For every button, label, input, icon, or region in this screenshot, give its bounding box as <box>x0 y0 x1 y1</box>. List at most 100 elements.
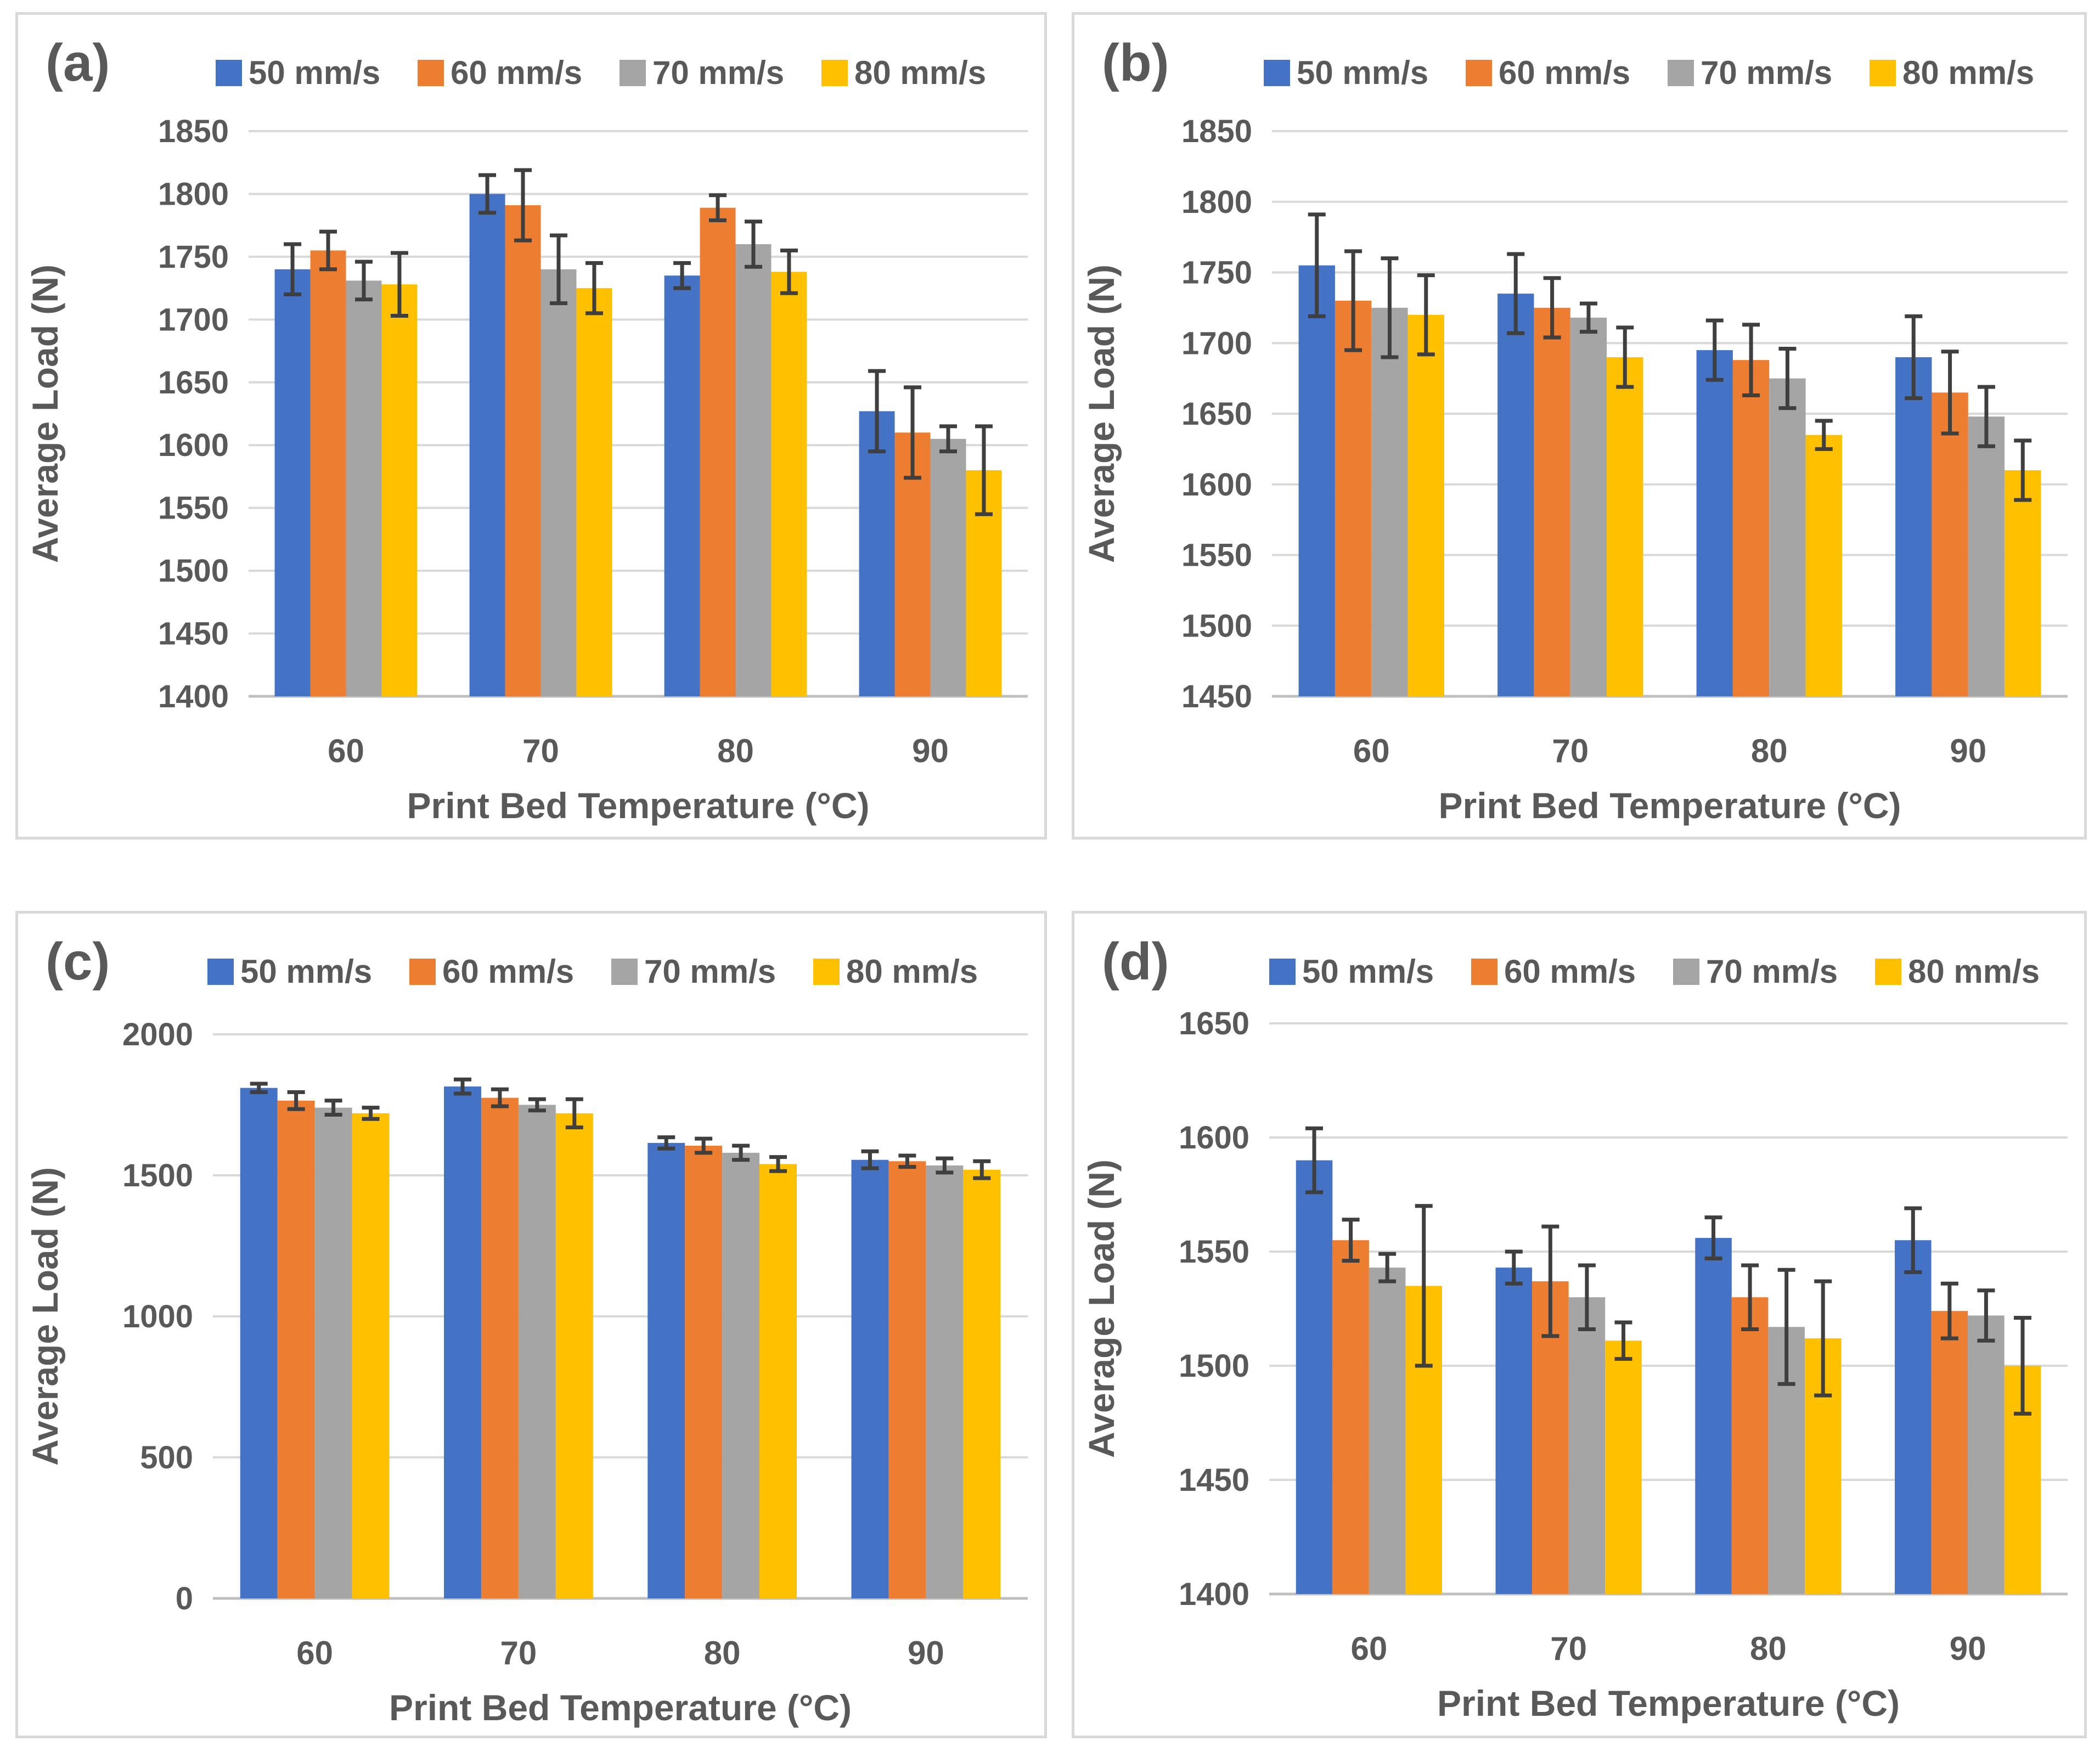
error-bar <box>565 1097 583 1130</box>
error-bar <box>1977 1288 1995 1343</box>
y-tick-label: 1650 <box>158 365 229 401</box>
legend-item: 70 mm/s <box>1673 953 1838 990</box>
bar-80-mm-s-70 <box>1605 1341 1642 1594</box>
legend-swatch-60-mm-s <box>409 959 436 985</box>
bar-80-mm-s-80 <box>1805 435 1842 696</box>
legend-item: 50 mm/s <box>207 953 372 990</box>
y-tick-label: 1600 <box>1179 1120 1249 1156</box>
bar-80-mm-s-70 <box>555 1113 593 1598</box>
error-bar <box>1741 1263 1759 1331</box>
y-tick-label: 1500 <box>122 1158 193 1193</box>
y-tick-label: 1500 <box>1181 608 1252 644</box>
bar-60-mm-s-60 <box>277 1100 315 1598</box>
legend-label: 80 mm/s <box>854 54 986 91</box>
error-bar <box>1977 385 1995 448</box>
y-tick-label: 1700 <box>158 302 229 337</box>
y-axis-title: Average Load (N) <box>1081 1159 1122 1458</box>
y-tick-label: 500 <box>140 1440 193 1475</box>
y-tick-label: 1750 <box>158 239 229 275</box>
bar-70-mm-s-70 <box>541 269 577 696</box>
legend-item: 80 mm/s <box>1870 54 2034 91</box>
bar-50-mm-s-80 <box>1695 1238 1732 1594</box>
error-bar <box>1940 1281 1958 1341</box>
bar-80-mm-s-90 <box>2005 470 2041 696</box>
bar-70-mm-s-90 <box>1968 416 2005 696</box>
error-bar <box>319 229 337 272</box>
panel-label: (a) <box>46 33 110 92</box>
legend-item: 50 mm/s <box>1264 54 1428 91</box>
bar-70-mm-s-70 <box>1570 317 1607 696</box>
legend-item: 50 mm/s <box>216 54 380 91</box>
bar-50-mm-s-80 <box>664 275 700 696</box>
error-bar <box>868 369 886 454</box>
y-tick-label: 1500 <box>1179 1348 1249 1384</box>
error-bar <box>1742 323 1760 398</box>
error-bar <box>1616 325 1634 389</box>
error-bar <box>1308 212 1326 318</box>
legend-item: 60 mm/s <box>1471 953 1636 990</box>
bar-50-mm-s-60 <box>274 269 311 696</box>
error-bar <box>1543 276 1561 340</box>
legend-label: 80 mm/s <box>1902 54 2034 91</box>
error-bar <box>491 1087 509 1108</box>
y-axis-title: Average Load (N) <box>25 1167 65 1466</box>
y-tick-label: 1750 <box>1181 255 1252 291</box>
x-tick-label: 60 <box>328 733 364 769</box>
bar-80-mm-s-90 <box>963 1169 1001 1598</box>
chart-panel-a: (a) 50 mm/s 60 mm/s 70 mm/s 80 mm/s 1400 1450 1… <box>15 12 1047 840</box>
chart-panel-d: (d) 50 mm/s 60 mm/s 70 mm/s 80 mm/s 1400 1450 1… <box>1072 911 2087 1738</box>
legend-label: 50 mm/s <box>1302 953 1434 990</box>
panel-label: (b) <box>1102 33 1169 92</box>
legend: 50 mm/s 60 mm/s 70 mm/s 80 mm/s <box>1264 54 2034 91</box>
y-tick-label: 1600 <box>1181 467 1252 503</box>
y-tick-label: 1800 <box>158 176 229 212</box>
legend-item: 80 mm/s <box>813 953 978 990</box>
legend-item: 70 mm/s <box>1668 54 1832 91</box>
y-tick-label: 1850 <box>158 114 229 149</box>
bar-70-mm-s-90 <box>1968 1315 2005 1594</box>
error-bar <box>1378 1252 1397 1283</box>
y-tick-label: 1550 <box>1181 538 1252 573</box>
error-bar <box>514 168 532 243</box>
bar-80-mm-s-60 <box>1407 314 1444 696</box>
legend-item: 80 mm/s <box>821 54 986 91</box>
error-bar <box>585 261 603 316</box>
error-bar <box>1704 1215 1722 1260</box>
legend-swatch-60-mm-s <box>1471 959 1497 985</box>
error-bar <box>1342 1218 1360 1263</box>
legend-item: 60 mm/s <box>418 54 582 91</box>
legend-swatch-80-mm-s <box>1875 959 1901 985</box>
y-axis-title: Average Load (N) <box>1081 264 1122 563</box>
error-bar <box>939 424 957 454</box>
bar-60-mm-s-90 <box>1932 392 1968 696</box>
bar-60-mm-s-90 <box>888 1161 926 1598</box>
x-tick-label: 70 <box>1552 733 1589 769</box>
chart-b: (b) 50 mm/s 60 mm/s 70 mm/s 80 mm/s 1450 1500 1… <box>1081 33 2068 826</box>
bar-60-mm-s-90 <box>1931 1311 1968 1594</box>
bar-60-mm-s-80 <box>1732 360 1770 696</box>
panel-label: (c) <box>46 932 110 991</box>
bar-50-mm-s-60 <box>240 1088 278 1598</box>
x-tick-label: 80 <box>1750 1630 1787 1667</box>
legend-swatch-80-mm-s <box>821 60 848 86</box>
error-bar <box>1507 252 1525 335</box>
bar-60-mm-s-60 <box>1332 1240 1369 1594</box>
bar-50-mm-s-70 <box>469 194 505 696</box>
y-tick-label: 1650 <box>1179 1006 1249 1041</box>
error-bar <box>549 233 567 306</box>
chart-a: (a) 50 mm/s 60 mm/s 70 mm/s 80 mm/s 1400 1450 1… <box>25 33 1028 826</box>
bar-50-mm-s-80 <box>648 1142 685 1598</box>
legend-label: 50 mm/s <box>1297 54 1428 91</box>
bar-50-mm-s-90 <box>1894 1240 1932 1594</box>
x-axis-title: Print Bed Temperature (°C) <box>1439 785 1901 826</box>
bar-70-mm-s-90 <box>930 438 966 696</box>
y-tick-label: 1650 <box>1181 396 1252 432</box>
legend-label: 80 mm/s <box>846 953 978 990</box>
error-bar <box>732 1144 750 1162</box>
y-tick-label: 2000 <box>122 1017 193 1052</box>
error-bar <box>936 1156 954 1175</box>
bar-80-mm-s-80 <box>759 1164 797 1598</box>
error-bar <box>390 251 408 318</box>
error-bar <box>362 1106 380 1121</box>
x-tick-label: 60 <box>1353 733 1390 769</box>
